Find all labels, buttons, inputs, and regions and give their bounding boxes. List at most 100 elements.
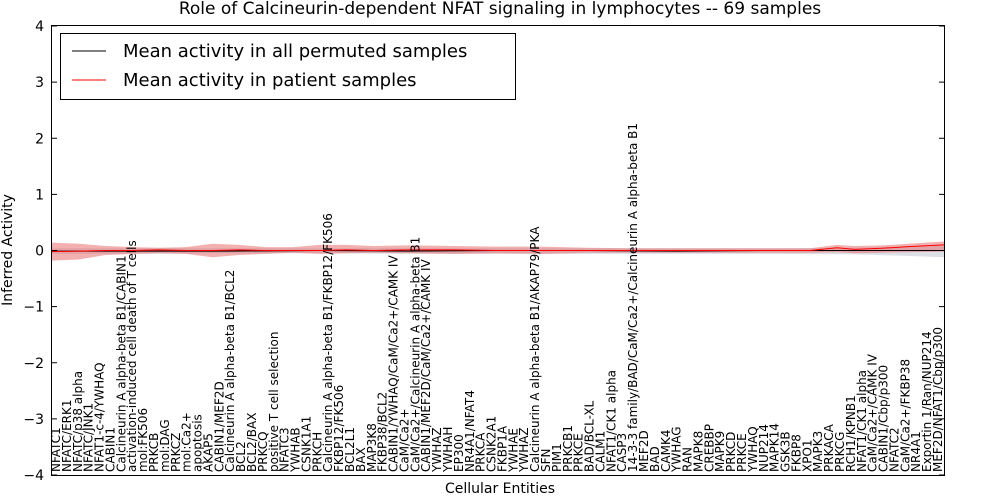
category-label: RAN [681, 447, 695, 472]
category-label: NFAT1-c-4/YWHAQ [93, 362, 107, 472]
category-label: CSNK2A1 [485, 416, 499, 472]
category-label: YWHAZ [517, 427, 531, 473]
category-label: MAP3K8 [365, 423, 379, 472]
category-label: NFATC/JNK1 [82, 403, 96, 472]
patient-mean-line [51, 244, 945, 253]
category-label: CaM/Ca2+/Calcineurin A alpha-beta B1 [408, 237, 422, 472]
y-tick-label: −3 [23, 412, 44, 428]
category-label: CSNK1A1 [299, 416, 313, 472]
category-label: YWHAE [506, 428, 520, 473]
legend-label-permuted: Mean activity in all permuted samples [123, 41, 467, 62]
category-label: EP300 [452, 434, 466, 472]
category-label: CABIN1/Cbp/p300 [877, 365, 891, 472]
category-label: activation-induced cell death of T cells [125, 240, 139, 472]
category-label: PRKCE [572, 433, 586, 472]
category-label: mol:Ca2+ [180, 412, 194, 472]
category-label: NR4A1 [909, 431, 923, 472]
patient-band [52, 241, 944, 261]
category-label: BAX [354, 447, 368, 472]
y-tick-label: 1 [35, 187, 44, 203]
category-label: PRKCG [833, 432, 847, 472]
category-label: FKBP1A [495, 425, 509, 472]
category-label: YWHAZ [430, 427, 444, 473]
category-label: MEF2D/NFAT1/Cbp/p300 [931, 327, 945, 472]
category-label: PRKCE [735, 433, 749, 472]
category-label: BCL2 [234, 441, 248, 472]
category-label: SFN [539, 449, 553, 473]
category-label: PIM1 [550, 443, 564, 472]
legend-label-patient: Mean activity in patient samples [123, 70, 417, 91]
category-label: Calcineurin A alpha-beta B1/AKAP79/PKA [528, 226, 542, 472]
x-axis-label: Cellular Entities [445, 481, 555, 497]
category-label: PRKCZ [169, 433, 183, 472]
category-label: CABIN1/MEF2D [212, 381, 226, 472]
y-axis-label: Inferred Activity [0, 194, 16, 306]
legend-box [60, 33, 516, 100]
category-label: CABIN1 [103, 427, 117, 472]
category-label: AKAP5 [201, 433, 215, 472]
category-label: NUP214 [757, 424, 771, 472]
category-label: PRKCH [310, 432, 324, 472]
category-label: BAD [648, 446, 662, 472]
category-label: Calcineurin A alpha-beta B1/BCL2 [223, 270, 237, 472]
category-label: Calcineurin A alpha-beta B1/FKBP12/FK506 [321, 213, 335, 472]
category-label: NFATC1 [49, 427, 63, 472]
legend: Mean activity in all permuted samples Me… [60, 33, 516, 100]
y-tick-label: −1 [23, 300, 44, 316]
category-label: Exportin 1/Ran/NUP214 [920, 331, 934, 472]
category-label: MAPK9 [713, 431, 727, 472]
y-tick-label: 3 [35, 75, 44, 91]
category-label: CAMK4 [659, 430, 673, 472]
category-label: CABIN1/YWHAQ/CaM/Ca2+/CAMK IV [387, 255, 401, 472]
category-label: YWHAQ [746, 426, 760, 473]
category-label: Calcineurin A alpha-beta B1/CABIN1 [114, 255, 128, 472]
category-label: NFAT1/CK1 alpha [604, 370, 618, 472]
y-tick-label: 2 [35, 131, 44, 147]
category-label: YWHAH [441, 427, 455, 473]
category-label: CaM/Ca2+ [397, 408, 411, 472]
category-label: FKBP8 [789, 434, 803, 472]
chart-title: Role of Calcineurin-dependent NFAT signa… [179, 0, 821, 19]
category-label: PRKCA [474, 432, 488, 472]
category-label: NFATC3 [278, 427, 292, 472]
category-label: FKBP12/FK506 [332, 385, 346, 472]
category-label: CREBBP [702, 424, 716, 472]
category-label: YWHAG [670, 426, 684, 473]
category-label: MAPK8 [691, 431, 705, 472]
category-label: MAPK14 [768, 423, 782, 472]
y-tick-label: 4 [35, 19, 44, 35]
category-label: NFATC/p38 alpha [71, 371, 85, 472]
category-label: BAD/BCL-XL [583, 400, 597, 472]
category-label: BCL2/BAX [245, 413, 259, 472]
y-tick-label: −4 [23, 468, 44, 484]
category-label: 14-3-3 family/BAD/CaM/Ca2+/Calcineurin A… [626, 123, 640, 472]
category-label: RCH1/KPNB1 [844, 395, 858, 472]
category-label: PRKCB [147, 433, 161, 472]
category-label: CABIN1/MEF2D/CaM/Ca2+/CAMK IV [419, 258, 433, 472]
category-label: CaM/Ca2+/FKBP38 [898, 359, 912, 472]
category-label: CALM1 [593, 431, 607, 472]
category-label: FKBP38/BCL2 [376, 392, 390, 472]
category-label: apoptosis [191, 414, 205, 472]
category-label: YWHAB [289, 427, 303, 473]
category-label: MEF2D [637, 430, 651, 472]
category-label: NFATC2 [887, 427, 901, 472]
category-label: NFATC/ERK1 [60, 399, 74, 472]
category-label: PRKCD [724, 432, 738, 472]
category-label: mol:FK506 [136, 408, 150, 472]
y-tick-label: 0 [35, 244, 44, 260]
category-label: PRKCQ [256, 431, 270, 472]
category-label: mol:DAG [158, 419, 172, 472]
category-label: PRKCB1 [561, 425, 575, 472]
category-label: CaM/Ca2+/CAMK IV [866, 353, 880, 472]
category-label: BCL2L1 [343, 427, 357, 472]
y-tick-label: −2 [23, 356, 44, 372]
category-label: MAPK3 [811, 431, 825, 472]
category-label: NR4A1/NFAT4 [463, 390, 477, 472]
category-label: XPO1 [800, 439, 814, 472]
category-label: CASP3 [615, 433, 629, 472]
category-label: GSK3B [779, 431, 793, 472]
category-label: PRKACA [822, 423, 836, 472]
category-label: positive T cell selection [267, 332, 281, 472]
